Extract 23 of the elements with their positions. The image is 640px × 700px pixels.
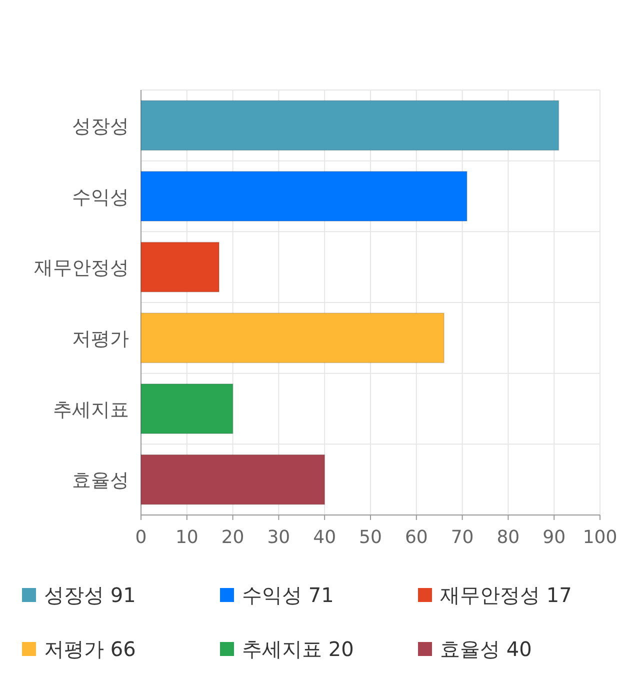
y-tick-label: 효율성 bbox=[72, 470, 129, 492]
x-tick-label: 40 bbox=[313, 527, 336, 548]
x-tick-label: 0 bbox=[135, 527, 147, 548]
legend-label: 효율성 40 bbox=[440, 637, 532, 661]
legend-label: 수익성 71 bbox=[242, 583, 334, 607]
x-tick-label: 90 bbox=[542, 527, 566, 548]
y-tick-label: 재무안정성 bbox=[34, 257, 129, 280]
x-tick-label: 60 bbox=[404, 527, 428, 548]
x-tick-label: 100 bbox=[582, 527, 618, 548]
y-tick-label: 저평가 bbox=[72, 328, 129, 350]
x-tick-label: 20 bbox=[221, 527, 244, 548]
y-tick-label: 성장성 bbox=[72, 115, 129, 138]
x-tick-label: 70 bbox=[450, 527, 474, 548]
x-tick-label: 80 bbox=[496, 527, 520, 548]
legend-label: 저평가 66 bbox=[44, 637, 136, 661]
x-tick-label: 30 bbox=[267, 527, 290, 548]
x-tick-label: 50 bbox=[359, 527, 382, 548]
x-tick-label: 10 bbox=[175, 527, 198, 548]
legend-label: 성장성 91 bbox=[44, 583, 136, 607]
legend-label: 재무안정성 17 bbox=[440, 583, 572, 607]
legend-label: 추세지표 20 bbox=[242, 637, 354, 661]
y-tick-label: 수익성 bbox=[72, 186, 129, 208]
y-tick-label: 추세지표 bbox=[53, 398, 129, 421]
